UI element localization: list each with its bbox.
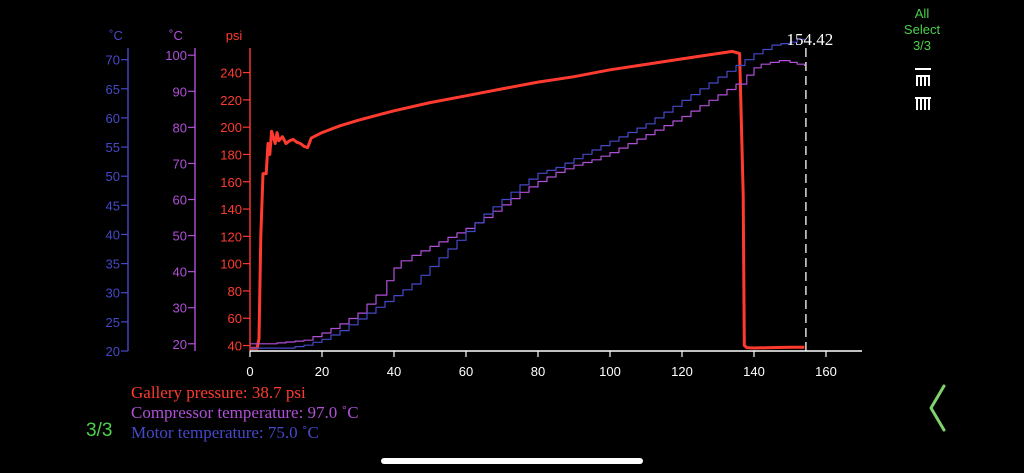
- chart-axes: ˚C 20 25 30 35 40 45 50 55 60 65 70 ˚C 20 30 40 50 60 70 80…: [106, 28, 862, 379]
- y-axis-pressure: psi 40 60 80 100 120 140 160 180 200 220 240: [220, 28, 251, 354]
- x-tick-label: 0: [246, 364, 253, 379]
- y-tick-label-pressure: 180: [220, 147, 242, 162]
- y-tick-label-pressure: 220: [220, 93, 242, 108]
- y-axis-unit-compressor: ˚C: [169, 28, 183, 43]
- cursor-value-label: 154.42: [787, 30, 834, 49]
- y-axis-compressor: ˚C 20 30 40 50 60 70 80 90 100: [165, 28, 196, 352]
- y-tick-label-pressure: 120: [220, 229, 242, 244]
- y-tick-label-compressor: 70: [173, 156, 187, 171]
- plot-area: [250, 38, 805, 350]
- x-tick-label: 160: [815, 364, 837, 379]
- y-tick-label-motor: 65: [106, 82, 120, 97]
- y-tick-label-pressure: 140: [220, 202, 242, 217]
- y-tick-label-compressor: 60: [173, 193, 187, 208]
- legend-compressor[interactable]: Compressor temperature: 97.0 ˚C: [131, 403, 359, 422]
- filter-comb-icon[interactable]: [912, 66, 934, 118]
- series-line-pressure: [250, 49, 805, 350]
- y-tick-label-motor: 55: [106, 140, 120, 155]
- x-axis: 0 20 40 60 80 100 120 140 160: [246, 350, 862, 379]
- y-tick-label-pressure: 200: [220, 120, 242, 135]
- legend-pressure[interactable]: Gallery pressure: 38.7 psi: [131, 383, 306, 402]
- y-tick-label-motor: 50: [106, 169, 120, 184]
- y-tick-label-compressor: 30: [173, 301, 187, 316]
- y-tick-label-pressure: 100: [220, 257, 242, 272]
- y-tick-label-motor: 60: [106, 111, 120, 126]
- y-tick-label-motor: 25: [106, 315, 120, 330]
- y-tick-label-motor: 45: [106, 198, 120, 213]
- x-tick-label: 120: [671, 364, 693, 379]
- x-tick-label: 20: [315, 364, 329, 379]
- y-tick-label-compressor: 80: [173, 120, 187, 135]
- time-cursor[interactable]: 154.42: [787, 30, 834, 351]
- chevron-left-icon[interactable]: [924, 382, 952, 434]
- y-tick-label-motor: 20: [106, 344, 120, 359]
- x-tick-label: 40: [387, 364, 401, 379]
- y-tick-label-pressure: 60: [228, 311, 242, 326]
- y-tick-label-motor: 30: [106, 286, 120, 301]
- y-tick-label-pressure: 40: [228, 339, 242, 354]
- home-indicator[interactable]: [381, 458, 643, 464]
- y-tick-label-motor: 35: [106, 257, 120, 272]
- y-tick-label-compressor: 100: [165, 48, 187, 63]
- y-tick-label-compressor: 50: [173, 229, 187, 244]
- y-axis-motor: ˚C 20 25 30 35 40 45 50 55 60 65 70: [106, 28, 129, 359]
- y-tick-label-compressor: 90: [173, 84, 187, 99]
- y-tick-label-motor: 70: [106, 53, 120, 68]
- y-tick-label-pressure: 80: [228, 284, 242, 299]
- all-select-count: 3/3: [912, 38, 932, 53]
- y-axis-unit-motor: ˚C: [109, 28, 123, 43]
- x-tick-label: 60: [459, 364, 473, 379]
- all-select-line1: All: [914, 6, 930, 21]
- y-axis-unit-pressure: psi: [226, 28, 243, 43]
- x-tick-label: 100: [599, 364, 621, 379]
- y-tick-label-pressure: 160: [220, 175, 242, 190]
- series-line-compressor: [250, 60, 805, 345]
- y-tick-label-compressor: 40: [173, 265, 187, 280]
- x-tick-label: 80: [531, 364, 545, 379]
- y-tick-label-pressure: 240: [220, 66, 242, 81]
- legend-motor[interactable]: Motor temperature: 75.0 ˚C: [131, 423, 319, 442]
- series-line-motor: [250, 38, 805, 349]
- x-tick-label: 140: [743, 364, 765, 379]
- all-select-line2: Select: [903, 22, 941, 37]
- y-tick-label-compressor: 20: [173, 337, 187, 352]
- page-indicator: 3/3: [86, 420, 113, 441]
- y-tick-label-motor: 40: [106, 227, 120, 242]
- all-select-button[interactable]: All Select 3/3: [890, 6, 954, 54]
